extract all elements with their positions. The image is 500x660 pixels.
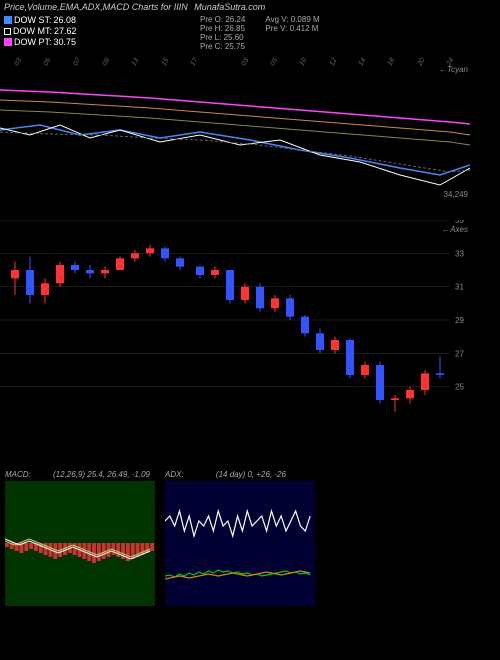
price-info: Pre O: 26.24 Avg V: 0.089 M Pre H: 26.85… [200,15,320,51]
legend-st-label: DOW ST: [14,15,52,25]
legend-mt-label: DOW MT: [13,26,52,36]
info-o-label: Pre O: [200,15,223,24]
info-pv-val: 0.412 M [290,24,319,33]
svg-text:31: 31 [455,283,464,292]
legend-pt-label: DOW PT: [14,37,52,47]
swatch-pt [4,38,12,46]
legend-pt-value: 30.75 [54,37,77,47]
svg-text:29: 29 [455,316,464,325]
adx-params: (14 day) 0, +26, -26 [216,470,286,479]
x-axis-ticks: 030507091315170305101214182024 [20,60,460,75]
candle-axis-label: ←Axes [442,225,468,234]
legend-st-value: 26.08 [54,15,77,25]
info-c-label: Pre C: [200,42,223,51]
macd-params: (12,26,9) 25.4, 26.49, -1.09 [53,470,150,479]
swatch-mt [4,28,11,35]
info-l-label: Pre L: [200,33,221,42]
candle-chart: 252729313335 ←Axes [0,220,470,420]
ema-right-label: 34,249 [444,190,468,199]
svg-text:33: 33 [455,249,464,258]
macd-panel: MACD: (12,26,9) 25.4, 26.49, -1.09 [5,470,155,610]
chart-title: Price,Volume,EMA,ADX,MACD Charts for III… [4,2,188,12]
ema-chart: 34,249 ←Tcyan [0,80,470,200]
info-l-val: 25.60 [224,33,244,42]
info-h-val: 26.85 [225,24,245,33]
svg-text:27: 27 [455,349,464,358]
chart-header: Price,Volume,EMA,ADX,MACD Charts for III… [0,0,500,14]
legend-mt-value: 27.62 [54,26,77,36]
swatch-st [4,16,12,24]
site-name: MunafaSutra.com [194,2,265,12]
svg-text:25: 25 [455,383,464,392]
info-o-val: 26.24 [225,15,245,24]
info-h-label: Pre H: [200,24,223,33]
adx-title: ADX: [165,470,184,479]
info-c-val: 25.75 [225,42,245,51]
macd-title: MACD: [5,470,31,479]
info-avg-label: Avg V: [265,15,288,24]
ema-top-label: ←Tcyan [439,65,468,74]
indicators-row: MACD: (12,26,9) 25.4, 26.49, -1.09 ADX: … [5,470,315,610]
info-avg-val: 0.089 M [291,15,320,24]
adx-panel: ADX: (14 day) 0, +26, -26 [165,470,315,610]
info-pv-label: Pre V: [265,24,287,33]
